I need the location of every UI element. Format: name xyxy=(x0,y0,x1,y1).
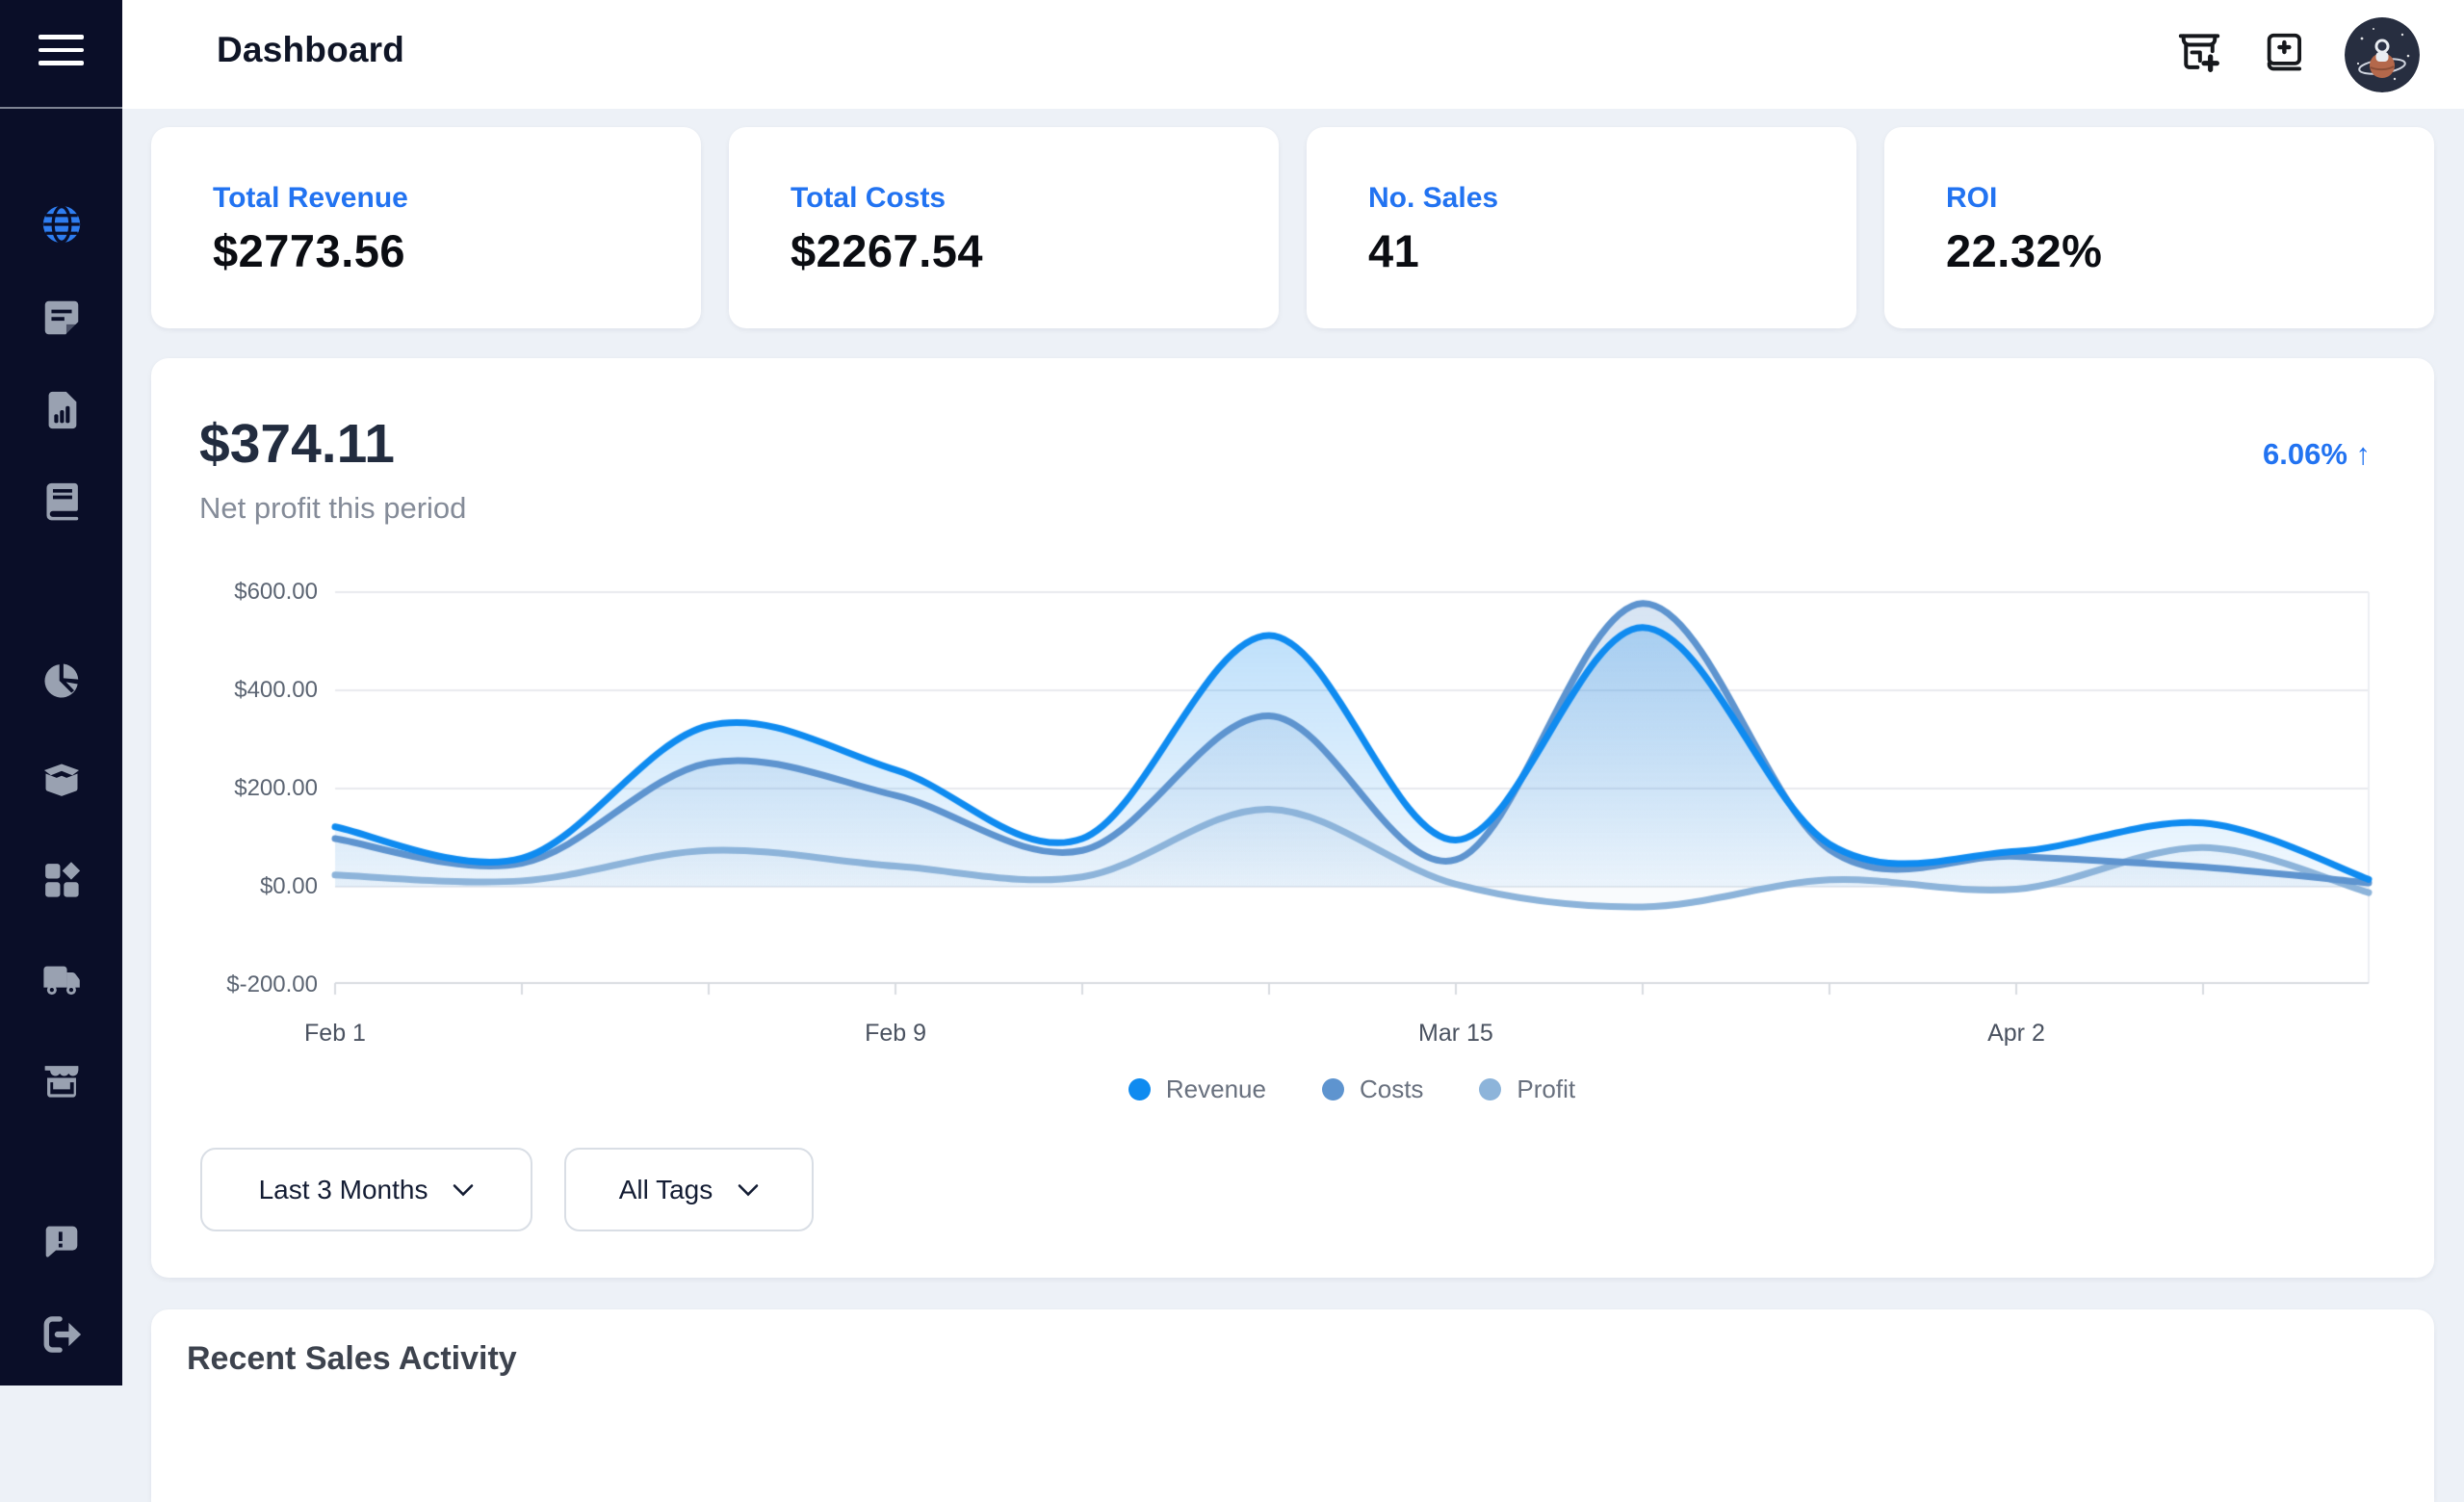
legend-item-costs[interactable]: Costs xyxy=(1321,1074,1424,1104)
book-plus-icon xyxy=(2262,30,2306,79)
net-profit-value: $374.11 xyxy=(199,413,395,475)
chevron-down-icon xyxy=(454,1183,474,1196)
message-alert-icon xyxy=(39,1219,84,1263)
area-chart[interactable] xyxy=(151,573,2434,1054)
pie-chart-icon xyxy=(39,659,84,703)
stat-value: $2773.56 xyxy=(213,225,406,276)
stat-label: Total Revenue xyxy=(213,182,408,214)
period-dropdown[interactable]: Last 3 Months xyxy=(200,1148,532,1231)
y-axis-tick-label: $0.00 xyxy=(259,873,318,899)
sidebar-item-logout[interactable] xyxy=(39,1312,84,1357)
tags-dropdown[interactable]: All Tags xyxy=(564,1148,814,1231)
y-axis-tick-label: $200.00 xyxy=(234,775,318,801)
add-entry-button[interactable] xyxy=(2260,31,2308,79)
legend-item-profit[interactable]: Profit xyxy=(1479,1075,1575,1104)
net-profit-chart-card: $374.11 Net profit this period 6.06% ↑ $… xyxy=(151,358,2434,1278)
y-axis-tick-label: $600.00 xyxy=(234,579,318,605)
stat-value: $2267.54 xyxy=(791,225,984,276)
stat-card-total-revenue: Total Revenue $2773.56 xyxy=(151,127,701,328)
stat-label: Total Costs xyxy=(791,182,947,214)
open-box-icon xyxy=(39,758,84,802)
sidebar-item-categories[interactable] xyxy=(39,858,84,902)
sidebar-item-shipping[interactable] xyxy=(39,958,84,1002)
y-axis-tick-label: $400.00 xyxy=(234,677,318,703)
logout-icon xyxy=(39,1312,84,1357)
x-axis-tick-label: Feb 1 xyxy=(304,1020,366,1047)
legend-label: Profit xyxy=(1517,1074,1576,1103)
page-title: Dashboard xyxy=(217,30,405,69)
legend-label: Costs xyxy=(1359,1074,1424,1103)
stat-value: 41 xyxy=(1368,225,1420,276)
stat-label: No. Sales xyxy=(1368,182,1499,214)
sidebar-item-dashboard[interactable] xyxy=(39,202,84,246)
stat-card-no-sales: No. Sales 41 xyxy=(1307,127,1856,328)
x-axis-tick-label: Apr 2 xyxy=(1987,1020,2045,1047)
chart-filters: Last 3 Months All Tags xyxy=(200,1148,814,1231)
chart-legend: Revenue Costs Profit xyxy=(335,1066,2369,1112)
chevron-down-icon xyxy=(738,1183,759,1196)
sidebar-item-reports[interactable] xyxy=(39,388,84,432)
grid-diamond-icon xyxy=(39,858,84,902)
recent-sales-title: Recent Sales Activity xyxy=(187,1340,517,1377)
recent-sales-card: Recent Sales Activity xyxy=(151,1309,2434,1502)
header: Dashboard xyxy=(122,0,2464,109)
sidebar xyxy=(0,0,122,1385)
user-avatar[interactable] xyxy=(2345,16,2420,92)
x-axis-tick-label: Mar 15 xyxy=(1418,1020,1493,1047)
globe-icon xyxy=(39,202,84,246)
menu-toggle-button[interactable] xyxy=(39,35,84,73)
report-chart-icon xyxy=(39,388,84,432)
stat-card-roi: ROI 22.32% xyxy=(1884,127,2434,328)
store-plus-icon xyxy=(2175,28,2223,81)
stat-label: ROI xyxy=(1946,182,1998,214)
profit-dot-icon xyxy=(1479,1077,1502,1101)
tags-dropdown-label: All Tags xyxy=(618,1174,713,1204)
legend-item-revenue[interactable]: Revenue xyxy=(1128,1075,1266,1104)
add-store-button[interactable] xyxy=(2175,31,2223,79)
revenue-dot-icon xyxy=(1128,1077,1151,1101)
stat-value: 22.32% xyxy=(1946,225,2103,276)
costs-dot-icon xyxy=(1321,1077,1344,1101)
sidebar-item-notes[interactable] xyxy=(39,296,84,340)
stat-cards-row: Total Revenue $2773.56 Total Costs $2267… xyxy=(151,127,2434,328)
sidebar-item-ledger[interactable] xyxy=(39,479,84,524)
net-profit-subtitle: Net profit this period xyxy=(199,491,467,525)
note-icon xyxy=(39,296,84,340)
sidebar-item-products[interactable] xyxy=(39,758,84,802)
percent-change: 6.06% ↑ xyxy=(2262,437,2371,471)
storefront-icon xyxy=(39,1059,84,1103)
x-axis-tick-label: Feb 9 xyxy=(865,1020,927,1047)
sidebar-item-feedback[interactable] xyxy=(39,1219,84,1263)
legend-label: Revenue xyxy=(1165,1074,1266,1103)
sidebar-item-analytics[interactable] xyxy=(39,659,84,703)
truck-icon xyxy=(39,958,84,1002)
y-axis-tick-label: $-200.00 xyxy=(226,971,318,997)
sidebar-item-store[interactable] xyxy=(39,1059,84,1103)
period-dropdown-label: Last 3 Months xyxy=(258,1174,428,1204)
book-icon xyxy=(39,479,84,524)
stat-card-total-costs: Total Costs $2267.54 xyxy=(729,127,1279,328)
sidebar-divider xyxy=(0,107,122,109)
